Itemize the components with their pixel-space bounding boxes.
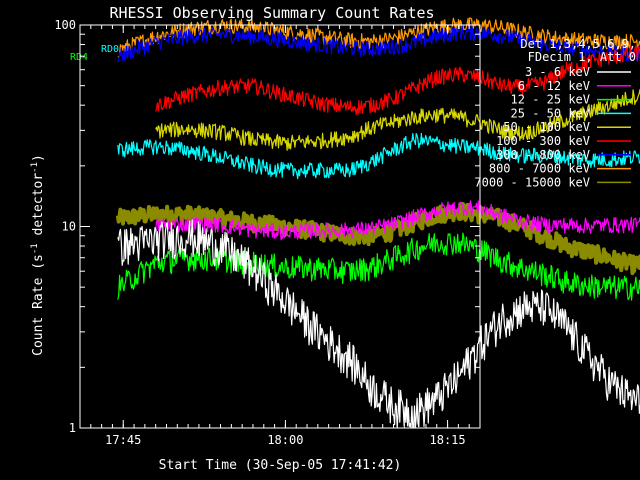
legend-label-7: 300 - 800 keV	[496, 148, 590, 162]
y-axis-label-main: Count Rate (s	[31, 254, 46, 356]
series-line-8	[117, 17, 640, 58]
legend-label-2: 6 - 12 keV	[518, 79, 590, 93]
legend-label-4: 25 - 50 keV	[511, 106, 590, 120]
series-6	[155, 45, 640, 116]
axes: 17:45 18:00 18:15 1 10 100	[54, 18, 481, 447]
legend-label-3: 12 - 25 keV	[511, 93, 590, 107]
series-line-5	[155, 88, 640, 151]
x-tick-label-3: 18:15	[430, 433, 466, 447]
legend-label-8: 800 - 7000 keV	[489, 162, 590, 176]
y-axis-label-exp1: -1	[30, 243, 40, 254]
series-line-2	[155, 200, 640, 241]
series-line-1	[117, 219, 640, 429]
series-8	[117, 17, 640, 58]
legend-header-line-1: Det 1,3,4,5,6,9,	[520, 37, 636, 51]
y-tick-label-3: 100	[54, 18, 76, 32]
series-1	[117, 219, 640, 429]
series-4	[117, 132, 640, 180]
x-tick-label-1: 17:45	[105, 433, 141, 447]
series-line-4	[117, 132, 640, 180]
legend-header-line-2: FDecim 1, Att 0	[528, 50, 636, 64]
legend-label-6: 100 - 300 keV	[496, 134, 590, 148]
y-axis-label: Count Rate (s-1 detector-1)	[30, 154, 46, 356]
series-line-9	[115, 202, 640, 276]
series-line-3	[117, 232, 640, 301]
y-tick-label-2: 10	[62, 220, 76, 234]
x-axis-label: Start Time (30-Sep-05 17:41:42)	[159, 458, 402, 473]
series-3	[117, 232, 640, 301]
marks-layer	[115, 17, 640, 429]
series-9	[115, 202, 640, 276]
y-axis-label-end: )	[31, 154, 46, 162]
y-axis-label-exp2: -1	[30, 162, 40, 173]
series-5	[155, 88, 640, 151]
y-tick-label-1: 1	[69, 421, 76, 435]
rd4-annotation: RD4	[70, 52, 88, 63]
chart-title: RHESSI Observing Summary Count Rates	[109, 4, 434, 22]
legend-label-1: 3 - 6 keV	[525, 65, 590, 79]
y-axis-label-mid: detector	[31, 173, 46, 244]
x-tick-label-2: 18:00	[267, 433, 303, 447]
series-2	[155, 200, 640, 241]
series-line-6	[155, 45, 640, 116]
rd0-annotation: RD0	[101, 44, 119, 55]
legend-label-9: 7000 - 15000 keV	[474, 175, 590, 189]
legend-label-5: 50 - 100 keV	[503, 120, 590, 134]
